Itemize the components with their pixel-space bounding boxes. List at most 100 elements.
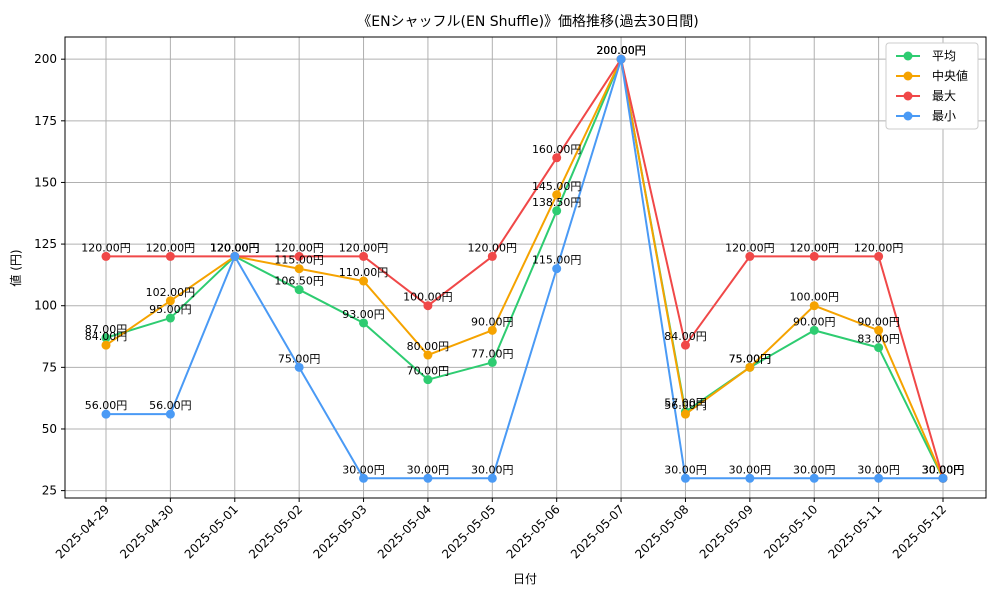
data-point	[423, 350, 433, 360]
data-point	[745, 362, 755, 372]
x-tick-label: 2025-05-11	[826, 502, 885, 561]
data-point	[165, 251, 175, 261]
series-1	[101, 54, 948, 483]
data-label: 120.00円	[210, 241, 260, 254]
data-label: 120.00円	[210, 241, 260, 254]
x-tick-label: 2025-05-03	[310, 502, 369, 561]
x-tick-label: 2025-05-12	[890, 502, 949, 561]
data-label: 30.00円	[922, 463, 965, 476]
data-point	[165, 313, 175, 323]
data-point	[680, 409, 690, 419]
data-point	[874, 473, 884, 483]
data-label: 30.00円	[407, 463, 450, 476]
legend-swatch-marker	[903, 91, 913, 101]
data-point	[616, 54, 626, 64]
x-tick-label: 2025-05-05	[439, 502, 498, 561]
data-point	[938, 473, 948, 483]
data-label: 90.00円	[857, 315, 900, 328]
data-point	[552, 190, 562, 200]
data-label: 145.00円	[532, 180, 582, 193]
data-label: 200.00円	[596, 44, 646, 57]
series-line	[106, 58, 943, 480]
data-label: 75.00円	[729, 352, 772, 365]
data-label: 80.00円	[407, 340, 450, 353]
data-point	[680, 473, 690, 483]
data-label: 115.00円	[532, 254, 582, 267]
series-layer	[101, 54, 948, 483]
data-label: 90.00円	[793, 315, 836, 328]
data-point	[423, 473, 433, 483]
legend-label: 平均	[932, 49, 956, 63]
data-label: 87.00円	[85, 323, 128, 336]
data-label: 93.00円	[342, 308, 385, 321]
chart-title: 《ENシャッフル(EN Shuffle)》価格推移(過去30日間)	[357, 14, 699, 30]
data-labels: 87.00円 95.00円 120.00円 106.50円 93.00円 70.00円 77…	[81, 44, 964, 476]
legend-label: 最大	[932, 89, 956, 103]
data-label: 120.00円	[339, 241, 389, 254]
data-label: 75.00円	[729, 352, 772, 365]
x-tick-label: 2025-04-29	[53, 502, 112, 561]
legend-item: 中央値	[896, 68, 968, 83]
data-point	[552, 264, 562, 274]
data-point	[809, 251, 819, 261]
data-label: 30.00円	[342, 463, 385, 476]
x-tick-label: 2025-05-09	[697, 502, 756, 561]
data-point	[359, 276, 369, 286]
x-tick-label: 2025-05-07	[568, 502, 627, 561]
x-tick-label: 2025-04-30	[117, 502, 176, 561]
data-label: 106.50円	[274, 275, 324, 288]
data-point	[552, 206, 562, 216]
data-label: 30.00円	[471, 463, 514, 476]
data-point	[294, 362, 304, 372]
data-label: 30.00円	[729, 463, 772, 476]
data-point	[294, 264, 304, 274]
data-label: 30.00円	[664, 463, 707, 476]
y-tick-label: 100	[34, 299, 57, 313]
data-label: 200.00円	[596, 44, 646, 57]
data-point	[165, 296, 175, 306]
x-tick-label: 2025-05-01	[182, 502, 241, 561]
x-tick-label: 2025-05-04	[375, 502, 434, 561]
data-point	[809, 301, 819, 311]
data-point	[487, 251, 497, 261]
data-label: 120.00円	[725, 241, 775, 254]
data-point	[552, 153, 562, 163]
series-4	[101, 54, 948, 483]
plot-frame	[64, 36, 987, 499]
data-label: 30.00円	[922, 463, 965, 476]
data-label: 100.00円	[403, 291, 453, 304]
data-label: 30.00円	[922, 463, 965, 476]
data-point	[359, 318, 369, 328]
data-label: 56.00円	[664, 399, 707, 412]
data-point	[423, 375, 433, 385]
data-label: 56.00円	[149, 399, 192, 412]
legend-label: 最小	[932, 109, 956, 123]
data-point	[101, 340, 111, 350]
x-axis-title: 日付	[513, 572, 537, 586]
data-label: 138.50円	[532, 196, 582, 209]
data-label: 75.00円	[278, 352, 321, 365]
grid	[65, 37, 986, 498]
data-label: 100.00円	[789, 291, 839, 304]
data-point	[165, 409, 175, 419]
data-label: 70.00円	[407, 365, 450, 378]
data-label: 84.00円	[664, 330, 707, 343]
x-tick-label: 2025-05-10	[761, 502, 820, 561]
y-tick-label: 175	[34, 114, 57, 128]
data-label: 83.00円	[857, 333, 900, 346]
series-3	[101, 54, 948, 483]
legend-swatch-marker	[903, 111, 913, 121]
data-label: 120.00円	[210, 241, 260, 254]
data-point	[745, 473, 755, 483]
y-tick-label: 125	[34, 237, 57, 251]
series-2	[101, 54, 948, 483]
y-tick-label: 75	[42, 360, 57, 374]
data-label: 120.00円	[146, 241, 196, 254]
x-tick-label: 2025-05-02	[246, 502, 305, 561]
legend-item: 最大	[896, 89, 956, 103]
data-point	[294, 251, 304, 261]
data-point	[359, 251, 369, 261]
legend-item: 最小	[896, 109, 956, 123]
